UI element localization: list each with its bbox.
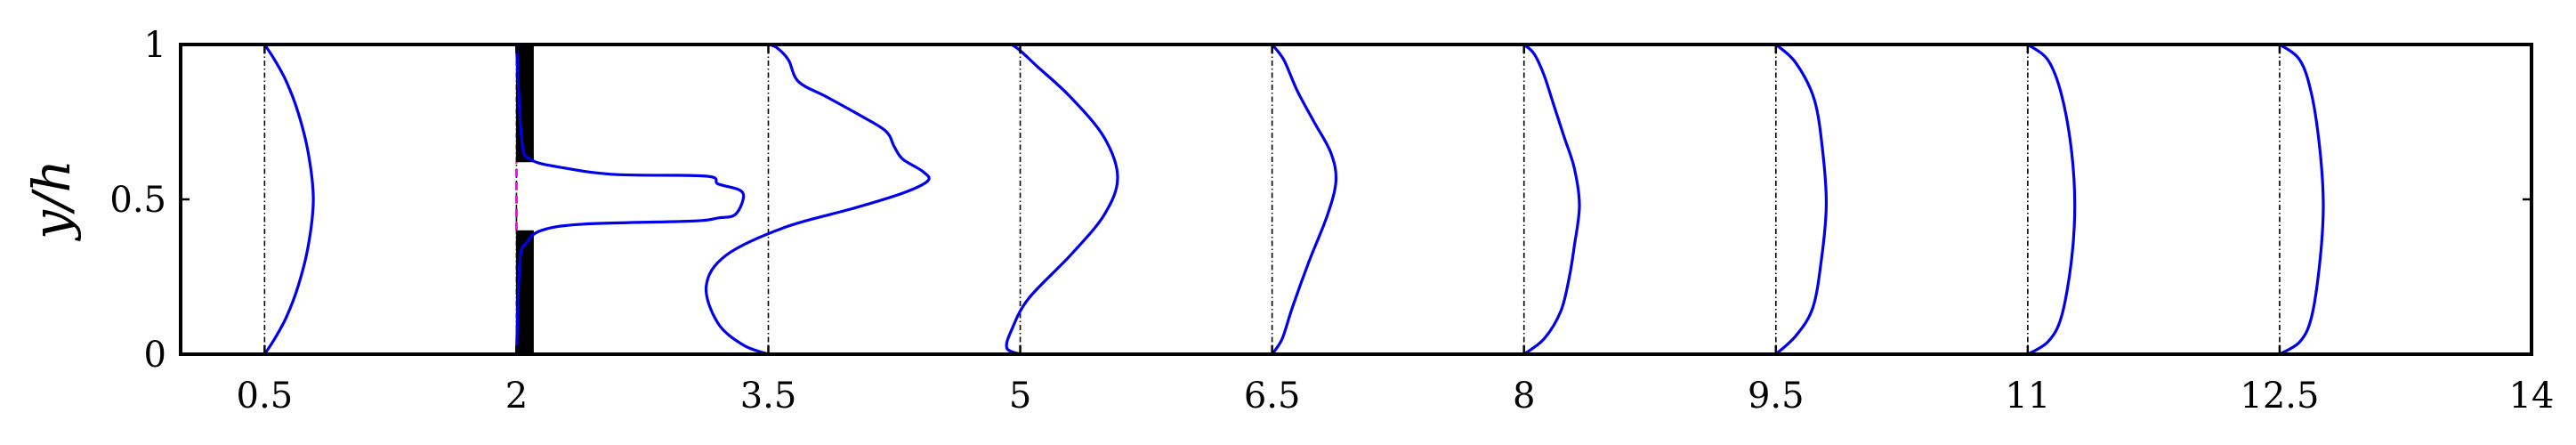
y-tick-label-1: 0.5 <box>109 180 166 221</box>
profile-line-3 <box>1005 43 1119 356</box>
profile-line-1 <box>514 44 746 355</box>
x-tick-label-3: 5 <box>1009 376 1031 417</box>
axis-ticks: 0.5 2 3.5 5 6.5 8 9.5 11 12.5 14 0 0.5 1 <box>109 25 2554 417</box>
profile-line-2 <box>704 43 931 356</box>
x-tick-label-7: 11 <box>2005 376 2050 417</box>
x-tick-label-1: 2 <box>505 376 528 417</box>
x-tick-label-9: 14 <box>2509 376 2555 417</box>
x-tick-label-5: 8 <box>1513 376 1535 417</box>
reference-lines <box>263 44 2281 354</box>
profile-series <box>263 43 2325 356</box>
profile-line-6 <box>1774 43 1829 356</box>
y-tick-label-2: 1 <box>144 25 166 66</box>
profile-line-8 <box>2278 43 2325 356</box>
profile-line-0 <box>263 44 315 355</box>
x-tick-label-8: 12.5 <box>2240 376 2319 417</box>
y-axis-label: y/h <box>21 159 82 242</box>
x-tick-label-0: 0.5 <box>237 376 294 417</box>
profile-line-5 <box>1522 43 1581 356</box>
x-tick-label-2: 3.5 <box>740 376 797 417</box>
profile-line-4 <box>1271 43 1338 355</box>
x-tick-label-4: 6.5 <box>1244 376 1301 417</box>
profile-line-7 <box>2026 43 2077 356</box>
y-tick-label-0: 0 <box>144 335 166 376</box>
x-tick-label-6: 9.5 <box>1748 376 1805 417</box>
